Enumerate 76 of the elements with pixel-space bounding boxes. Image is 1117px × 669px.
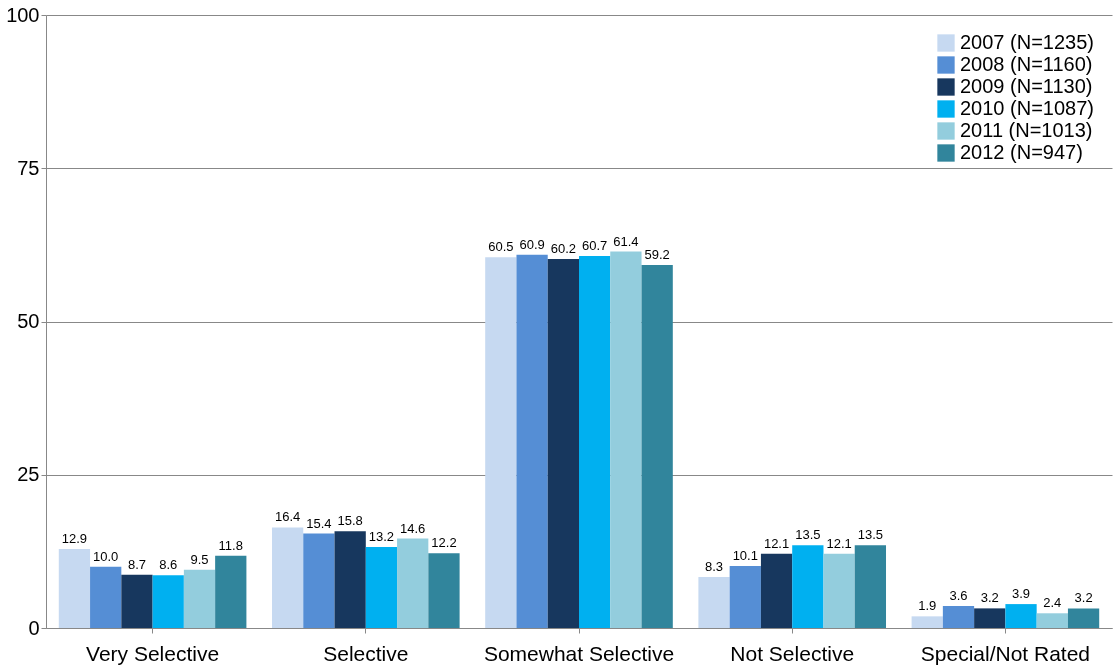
- x-tick-label: Special/Not Rated: [920, 641, 1091, 665]
- bar: [334, 531, 366, 628]
- data-label: 13.5: [795, 527, 821, 543]
- bar: [579, 255, 611, 628]
- bar: [485, 257, 517, 628]
- legend-label: 2008 (N=1160): [960, 53, 1093, 75]
- data-label: 15.4: [306, 515, 332, 531]
- data-label: 10.1: [732, 548, 758, 564]
- bar: [760, 553, 793, 628]
- legend-label: 2007 (N=1235): [960, 31, 1094, 53]
- data-label: 3.9: [1012, 586, 1031, 602]
- bar: [641, 265, 673, 628]
- y-tick-label: 25: [17, 463, 40, 486]
- data-label: 60.2: [550, 240, 577, 256]
- legend-label: 2011 (N=1013): [960, 119, 1093, 141]
- bar: [121, 574, 153, 628]
- data-label: 2.4: [1043, 595, 1062, 611]
- data-label: 12.9: [61, 530, 88, 546]
- x-tick-label: Not Selective: [730, 641, 855, 665]
- data-label: 13.5: [857, 527, 884, 543]
- x-tick-label: Somewhat Selective: [483, 641, 675, 665]
- bar: [428, 553, 460, 628]
- data-label: 12.1: [763, 535, 790, 551]
- bar: [183, 569, 216, 628]
- data-label: 3.2: [980, 590, 999, 606]
- bar: [854, 545, 887, 628]
- bar: [58, 548, 91, 628]
- bar: [1005, 604, 1037, 628]
- data-label: 59.2: [644, 247, 670, 263]
- data-label: 12.1: [826, 535, 852, 551]
- x-tick-label: Very Selective: [86, 641, 220, 665]
- bar: [1036, 613, 1068, 628]
- data-label: 3.2: [1074, 590, 1093, 606]
- data-label: 60.7: [581, 237, 608, 253]
- data-label: 60.5: [488, 239, 514, 255]
- bar: [215, 555, 247, 628]
- bar: [516, 254, 548, 628]
- bar: [792, 545, 824, 628]
- bar: [90, 566, 122, 628]
- bar: [547, 258, 579, 628]
- data-label: 8.6: [159, 557, 178, 573]
- data-label: 9.5: [190, 551, 209, 567]
- y-tick-label: 50: [17, 310, 40, 332]
- bar: [823, 553, 855, 628]
- y-tick-label: 100: [6, 3, 40, 26]
- bar: [729, 566, 761, 628]
- bar: [397, 538, 429, 628]
- data-label: 15.8: [337, 513, 363, 529]
- data-label: 8.3: [704, 559, 724, 575]
- data-label: 13.2: [368, 529, 395, 545]
- data-label: 14.6: [400, 520, 426, 536]
- bar: [610, 251, 642, 628]
- legend-label: 2012 (N=947): [960, 141, 1083, 163]
- data-label: 16.4: [274, 509, 301, 525]
- legend-label: 2010 (N=1087): [960, 97, 1094, 119]
- bar: [152, 575, 184, 628]
- data-label: 8.7: [127, 556, 146, 572]
- data-label: 11.8: [218, 537, 243, 553]
- bar: [974, 608, 1006, 628]
- y-tick-label: 0: [28, 616, 40, 639]
- y-tick-label: 75: [17, 156, 40, 179]
- x-tick-label: Selective: [323, 641, 409, 665]
- bar: [698, 577, 730, 628]
- bar: [1067, 608, 1100, 628]
- bar: [365, 547, 398, 628]
- data-label: 3.6: [949, 587, 968, 603]
- data-label: 61.4: [613, 233, 639, 249]
- bar: [911, 616, 943, 628]
- data-label: 1.9: [918, 598, 937, 614]
- bar: [303, 533, 335, 628]
- data-label: 60.9: [519, 236, 545, 252]
- legend-label: 2009 (N=1130): [960, 75, 1093, 97]
- data-label: 10.0: [93, 548, 119, 564]
- bar: [942, 605, 975, 628]
- bar: [271, 527, 304, 628]
- data-label: 12.2: [431, 535, 457, 551]
